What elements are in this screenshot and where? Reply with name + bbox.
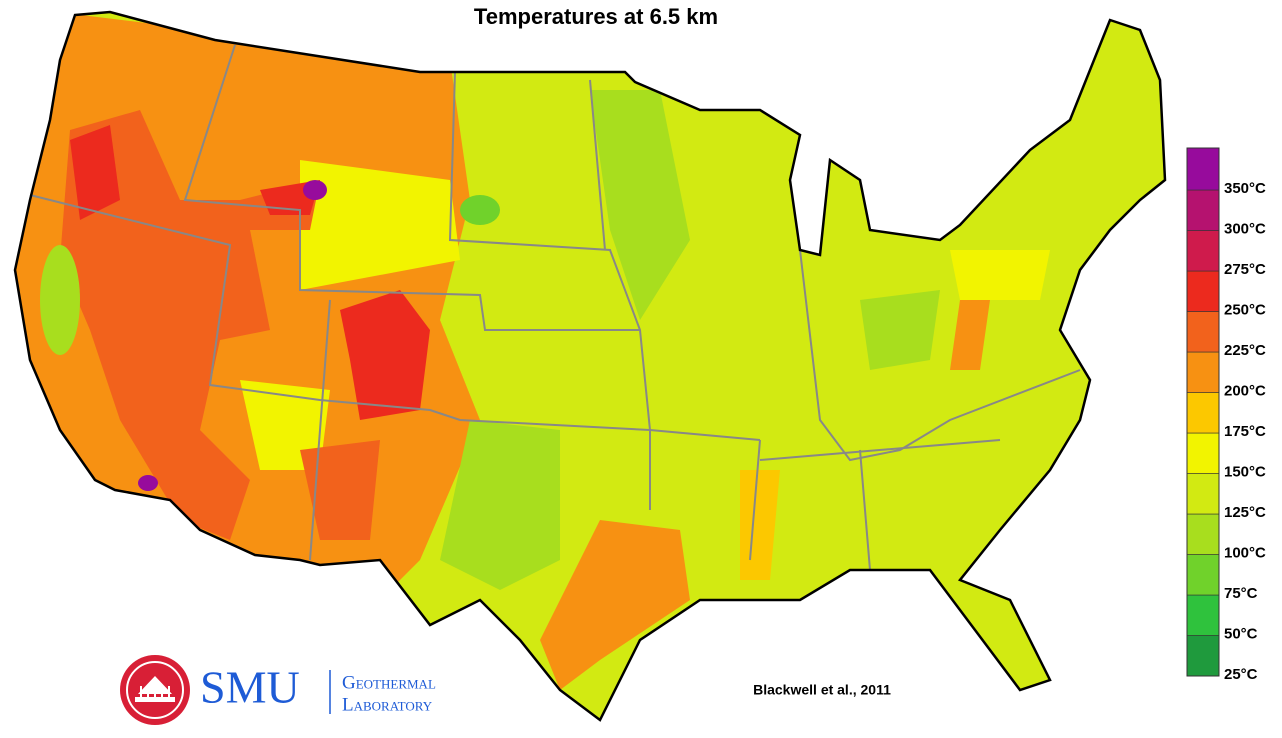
legend-swatch <box>1186 230 1220 272</box>
legend-label: 225°C <box>1224 342 1266 359</box>
us-outline <box>13 10 1167 722</box>
state-lines <box>29 44 1081 571</box>
legend-swatch <box>1186 635 1220 677</box>
legend-frame <box>1186 147 1220 677</box>
legend-label: 300°C <box>1224 220 1266 237</box>
logo-line: Geothermal <box>342 672 436 693</box>
legend-label: 50°C <box>1224 625 1258 642</box>
logo-line: Laboratory <box>342 694 433 715</box>
legend-swatch <box>1186 594 1220 636</box>
legend-swatch <box>1186 473 1220 515</box>
legend-swatch <box>1186 513 1220 555</box>
legend-label: 200°C <box>1224 382 1266 399</box>
legend-swatch <box>1186 147 1220 191</box>
legend-label: 125°C <box>1224 504 1266 521</box>
legend-swatch <box>1186 189 1220 231</box>
legend-swatch <box>1186 432 1220 474</box>
logo-name: SMU <box>200 662 300 713</box>
legend-swatch <box>1186 270 1220 312</box>
legend-label: 175°C <box>1224 423 1266 440</box>
legend-label: 75°C <box>1224 585 1258 602</box>
legend-swatch <box>1186 554 1220 596</box>
credit: Blackwell et al., 2011 <box>753 682 891 698</box>
legend-swatch <box>1186 311 1220 353</box>
legend-label: 250°C <box>1224 301 1266 318</box>
legend-label: 275°C <box>1224 261 1266 278</box>
legend: 25°C 50°C 75°C 100°C 125°C 150°C 175°C 200°C 225… <box>1186 147 1266 683</box>
legend-label: 25°C <box>1224 666 1258 683</box>
legend-label: 350°C <box>1224 180 1266 197</box>
legend-label: 100°C <box>1224 544 1266 561</box>
legend-label: 150°C <box>1224 463 1266 480</box>
logo: SMU Geothermal Laboratory <box>120 655 436 725</box>
legend-swatch <box>1186 351 1220 393</box>
map-title: Temperatures at 6.5 km <box>474 4 718 29</box>
legend-swatch <box>1186 392 1220 434</box>
